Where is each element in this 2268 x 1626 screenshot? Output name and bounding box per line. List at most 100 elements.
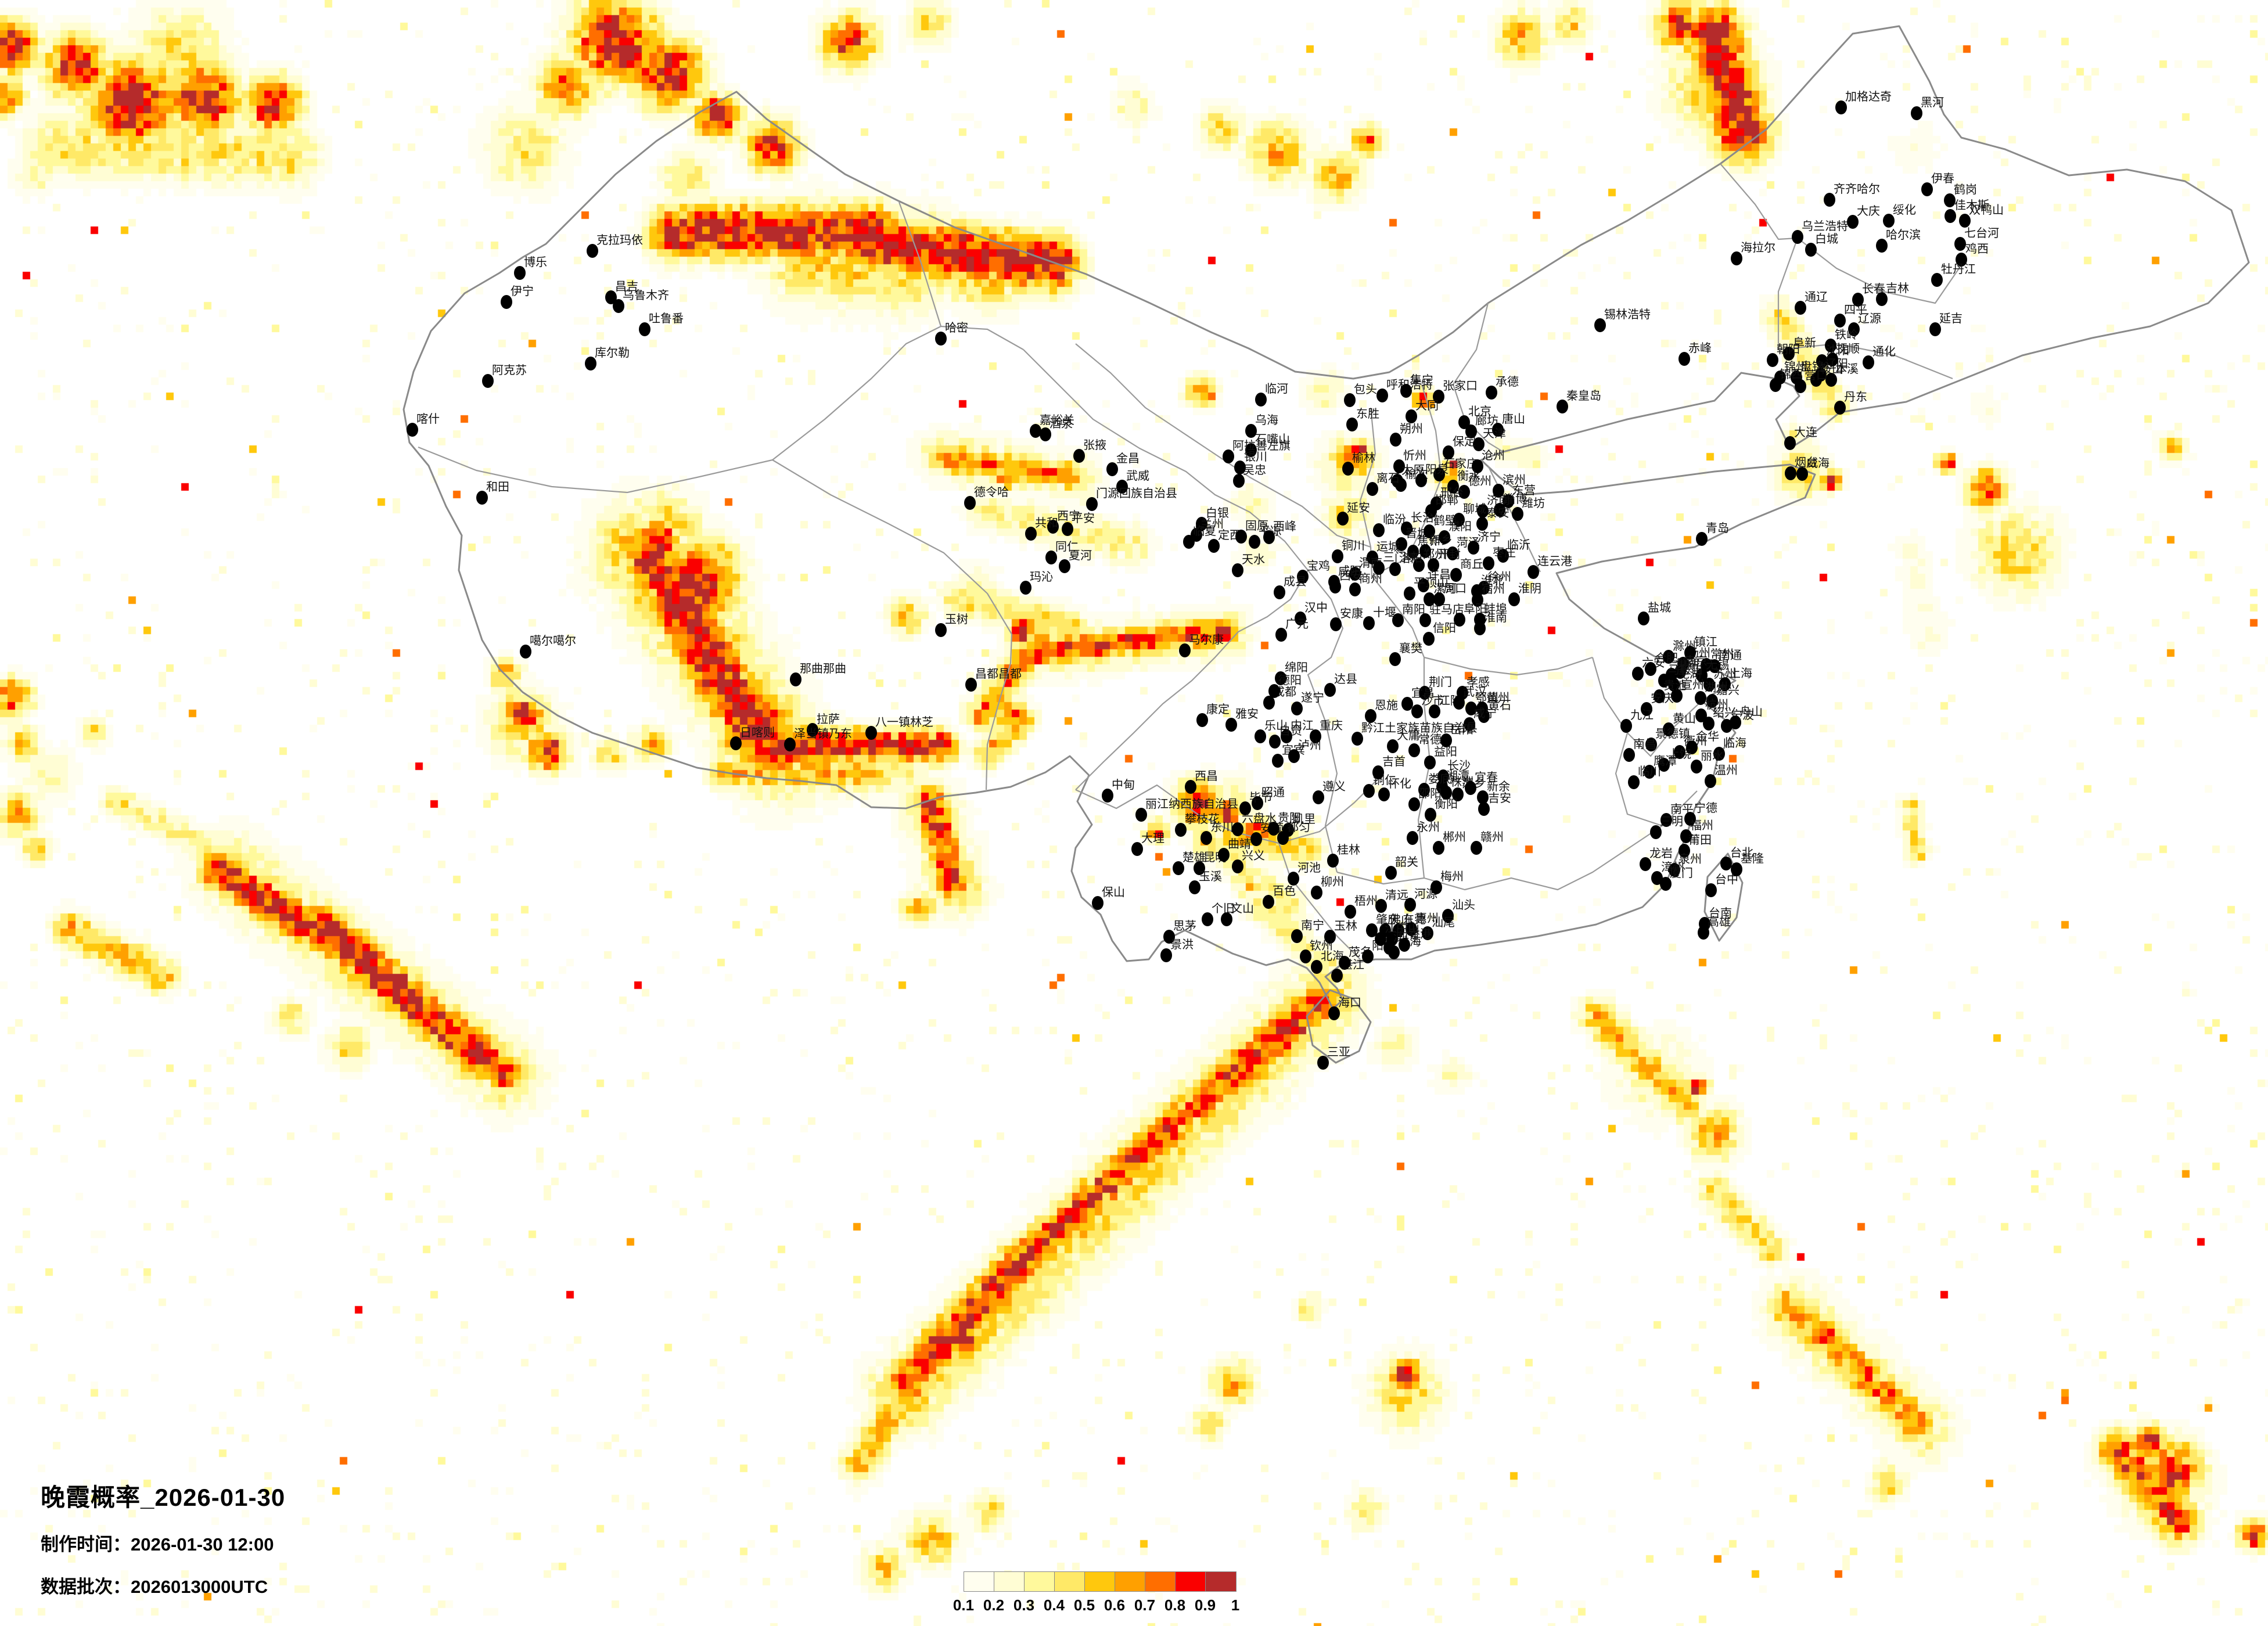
city-marker: 东营 bbox=[1503, 484, 1536, 508]
city-label: 安康 bbox=[1340, 607, 1363, 620]
city-label: 自贡 bbox=[1279, 724, 1302, 738]
city-label: 宝鸡 bbox=[1307, 559, 1330, 573]
city-label: 济宁 bbox=[1478, 530, 1501, 544]
city-label: 三明 bbox=[1660, 815, 1683, 828]
city-marker: 天津 bbox=[1473, 427, 1506, 451]
legend-tick: 0.5 bbox=[1073, 1596, 1095, 1614]
city-dot bbox=[1954, 237, 1966, 251]
city-marker: 包头 bbox=[1344, 383, 1377, 407]
city-label: 辽源 bbox=[1858, 312, 1881, 325]
city-label: 酒泉 bbox=[1049, 417, 1073, 430]
city-marker: 集宁 bbox=[1400, 373, 1433, 398]
city-dot bbox=[1291, 929, 1303, 943]
city-dot bbox=[1025, 527, 1037, 541]
city-marker: 乌海 bbox=[1245, 413, 1278, 438]
city-marker: 都匀 bbox=[1277, 821, 1310, 845]
city-marker: 临海 bbox=[1713, 736, 1746, 761]
city-label: 遂宁 bbox=[1301, 691, 1324, 704]
city-marker: 梅州 bbox=[1430, 870, 1464, 894]
city-label: 昭通 bbox=[1261, 786, 1285, 799]
city-label: 康定 bbox=[1206, 703, 1230, 716]
city-label: 锡林浩特 bbox=[1604, 308, 1651, 321]
city-marker: 个旧 bbox=[1202, 902, 1235, 926]
city-marker: 临河 bbox=[1255, 382, 1288, 406]
province-boundary bbox=[898, 202, 942, 327]
city-label: 洛阳 bbox=[1399, 552, 1422, 565]
city-dot bbox=[1223, 449, 1234, 463]
city-label: 阿克苏 bbox=[492, 364, 527, 377]
city-label: 咸阳 bbox=[1338, 564, 1361, 578]
city-marker: 北海 bbox=[1311, 949, 1344, 974]
city-marker: 上海 bbox=[1719, 667, 1752, 691]
city-marker: 辽源 bbox=[1848, 312, 1881, 336]
city-marker: 新乡 bbox=[1419, 534, 1453, 558]
city-marker: 厦门 bbox=[1660, 866, 1693, 891]
city-dot bbox=[1406, 409, 1417, 423]
city-dot bbox=[1288, 872, 1299, 886]
city-dot bbox=[1678, 844, 1690, 858]
city-marker: 德令哈 bbox=[964, 485, 1009, 510]
city-label: 十堰 bbox=[1373, 606, 1396, 619]
city-marker: 秦皇岛 bbox=[1557, 389, 1601, 413]
city-marker: 阿拉善左旗 bbox=[1223, 439, 1291, 463]
city-label: 常州 bbox=[1710, 647, 1734, 661]
city-marker: 龙岩 bbox=[1640, 847, 1673, 871]
city-label: 九江 bbox=[1630, 708, 1654, 722]
city-dot bbox=[1324, 683, 1336, 697]
city-marker: 烟台 bbox=[1785, 456, 1818, 480]
city-label: 岳阳 bbox=[1450, 723, 1473, 736]
city-dot bbox=[1328, 1006, 1340, 1020]
city-label: 泰安 bbox=[1486, 506, 1509, 520]
city-marker: 西安 bbox=[1329, 569, 1363, 593]
city-label: 西峰 bbox=[1273, 520, 1296, 533]
city-label: 乐山 bbox=[1264, 719, 1288, 732]
city-marker: 内江 bbox=[1281, 719, 1314, 743]
city-marker: 鸡西 bbox=[1956, 242, 1989, 267]
city-dot bbox=[1390, 433, 1401, 447]
city-marker: 长治 bbox=[1401, 511, 1434, 535]
city-label: 加格达奇 bbox=[1845, 90, 1892, 103]
city-label: 唐山 bbox=[1502, 412, 1525, 426]
city-label: 黄石 bbox=[1488, 699, 1511, 712]
city-label: 梅州 bbox=[1440, 870, 1464, 883]
city-marker: 济宁 bbox=[1468, 530, 1501, 555]
city-label: 阿拉善左旗 bbox=[1232, 439, 1291, 452]
city-dot bbox=[1816, 354, 1828, 368]
city-label: 舟山 bbox=[1739, 705, 1763, 718]
city-dot bbox=[1686, 740, 1698, 754]
city-dot bbox=[1331, 969, 1343, 983]
city-label: 南阳 bbox=[1402, 603, 1425, 616]
city-label: 沙市 bbox=[1421, 694, 1444, 707]
city-label: 鹤岗 bbox=[1954, 183, 1977, 196]
city-dot bbox=[1116, 480, 1128, 494]
city-label: 廊坊 bbox=[1475, 414, 1498, 427]
city-dot bbox=[1719, 677, 1731, 691]
city-dot bbox=[1047, 520, 1059, 534]
city-label: 吉安 bbox=[1488, 792, 1511, 805]
city-label: 邢台 bbox=[1440, 486, 1464, 499]
city-label: 阜阳 bbox=[1464, 602, 1487, 616]
city-marker: 贵池 bbox=[1654, 679, 1687, 703]
city-label: 临河 bbox=[1265, 382, 1288, 395]
city-dot bbox=[1344, 393, 1356, 407]
city-dot bbox=[1349, 582, 1361, 596]
data-batch-label: 数据批次： bbox=[41, 1577, 131, 1597]
city-label: 夏河 bbox=[1069, 549, 1092, 562]
city-label: 恩施 bbox=[1375, 699, 1398, 712]
city-marker: 马鞍山 bbox=[1658, 663, 1703, 688]
city-marker: 丽江纳西族自治县 bbox=[1135, 797, 1238, 822]
city-dot bbox=[1454, 613, 1465, 627]
city-dot bbox=[1059, 559, 1070, 573]
city-label: 聊城 bbox=[1463, 502, 1486, 516]
city-label: 平顶山 bbox=[1414, 576, 1448, 589]
city-dot bbox=[605, 290, 617, 304]
city-label: 哈尔滨 bbox=[1886, 228, 1921, 242]
city-marker: 海口 bbox=[1328, 996, 1361, 1020]
city-marker: 玉林 bbox=[1324, 919, 1357, 944]
city-dot bbox=[1453, 696, 1465, 710]
city-marker: 四平 bbox=[1834, 304, 1867, 328]
city-marker: 忻州 bbox=[1393, 449, 1426, 473]
city-marker: 兴义 bbox=[1232, 849, 1265, 873]
city-marker: 昌吉 bbox=[605, 280, 638, 304]
city-label: 鹰潭 bbox=[1654, 754, 1677, 768]
